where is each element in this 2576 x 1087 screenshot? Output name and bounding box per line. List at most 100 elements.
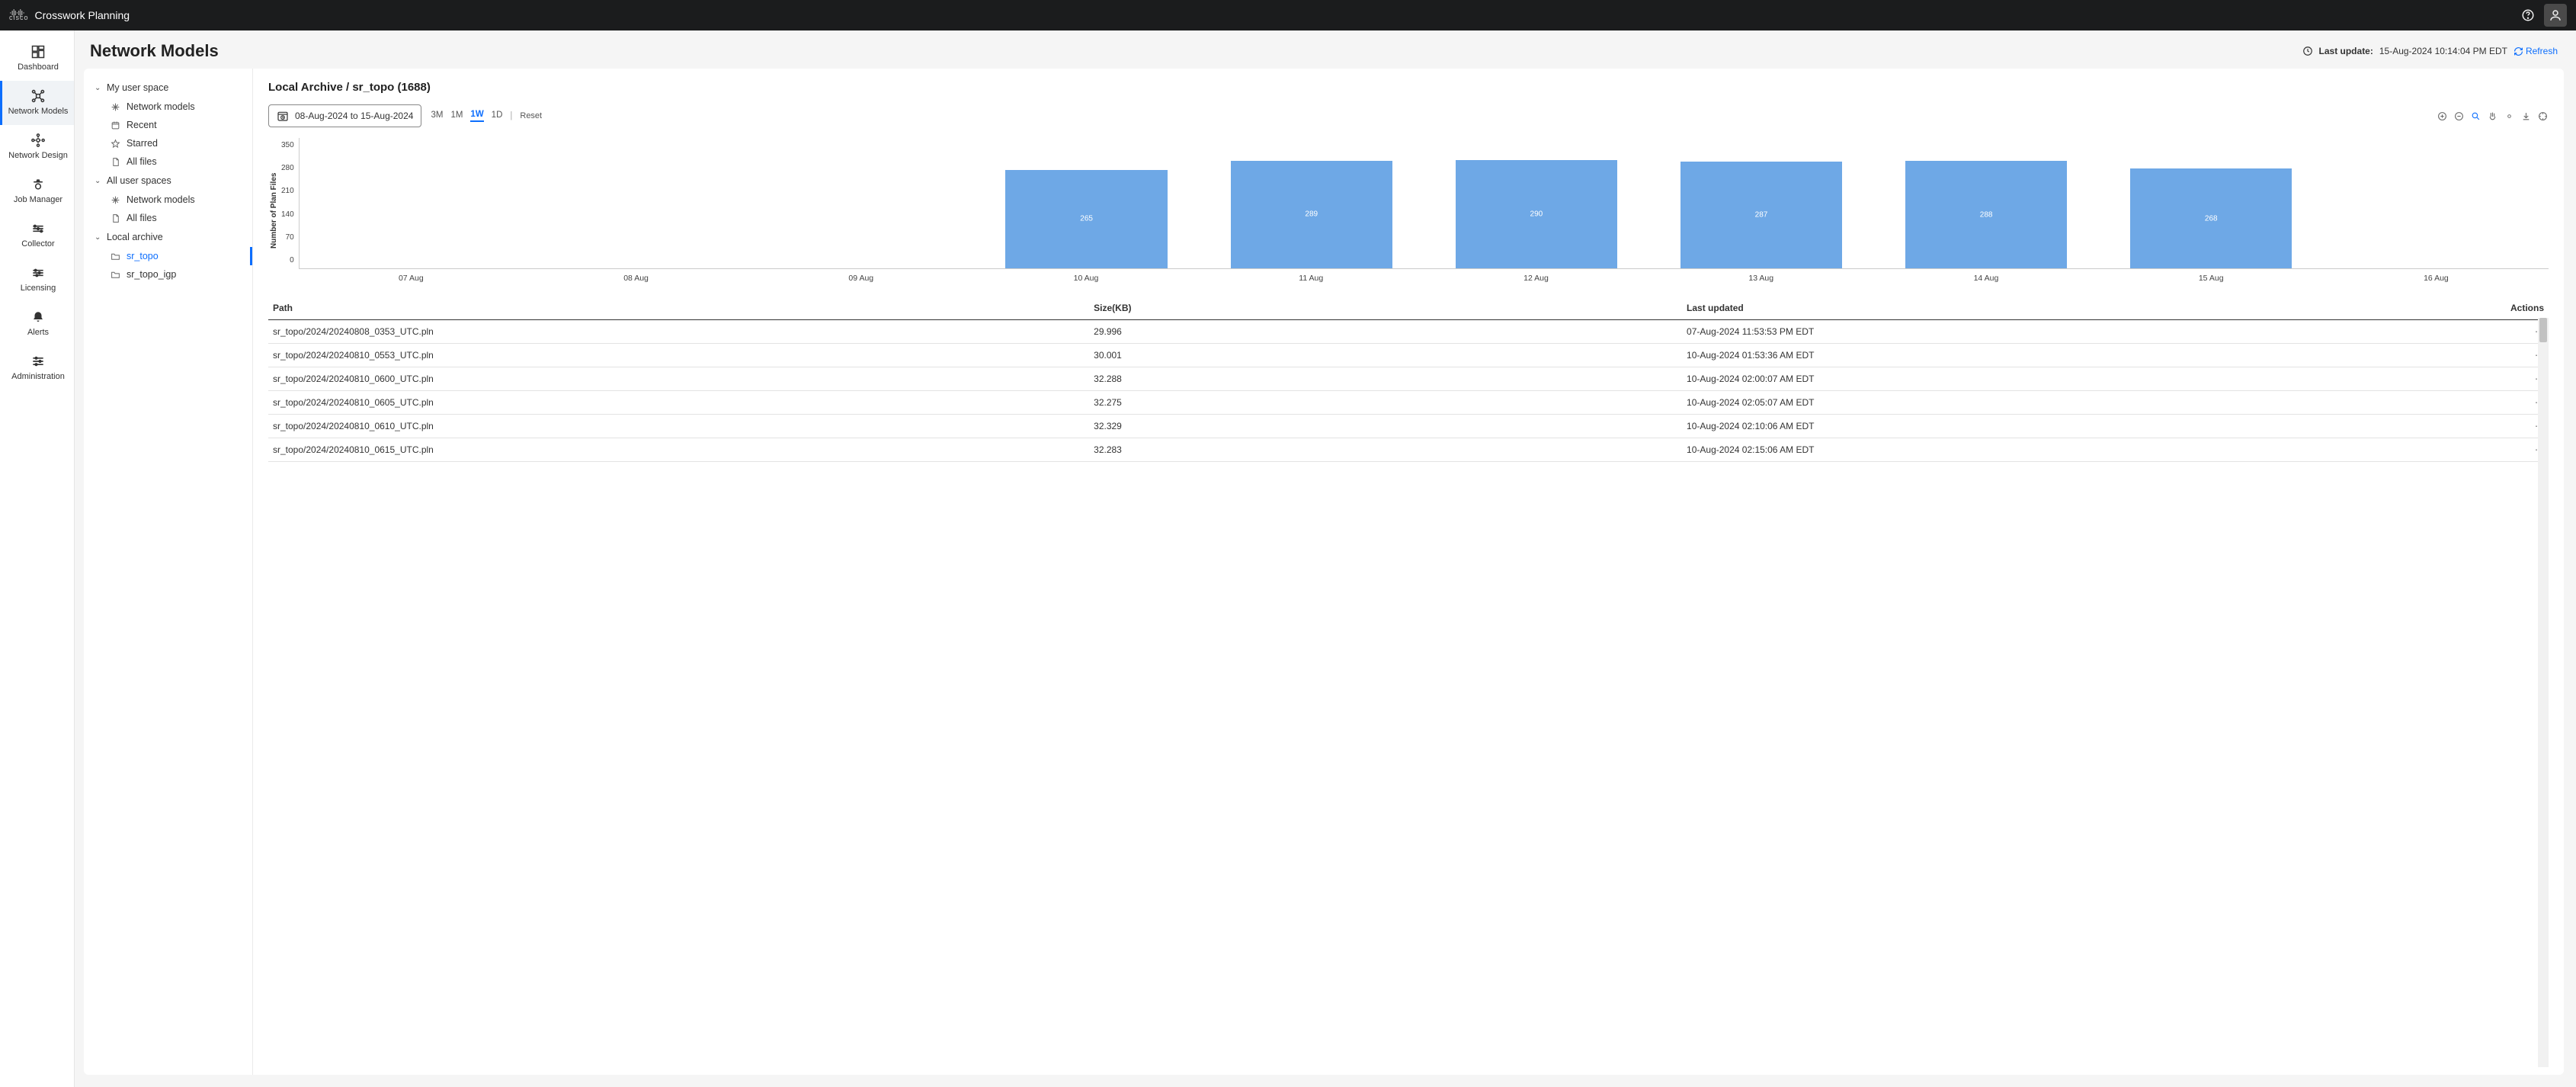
- row-actions-button[interactable]: ⋯: [2366, 367, 2549, 391]
- rail-item-network-models[interactable]: Network Models: [0, 81, 74, 125]
- top-header: ·ı|ı·ı|ı· cisco Crosswork Planning: [0, 0, 2576, 30]
- cell-path: sr_topo/2024/20240810_0600_UTC.pln: [268, 367, 1089, 391]
- tree-item[interactable]: Recent: [88, 116, 248, 134]
- last-update-value: 15-Aug-2024 10:14:04 PM EDT: [2379, 46, 2507, 56]
- row-actions-button[interactable]: ⋯: [2366, 438, 2549, 462]
- help-icon[interactable]: [2517, 4, 2539, 27]
- cell-size: 32.275: [1089, 391, 1682, 415]
- y-tick: 210: [281, 187, 294, 195]
- tree-item-label: Starred: [127, 138, 158, 149]
- col-size[interactable]: Size(KB): [1089, 297, 1682, 320]
- menu-icon[interactable]: [2536, 110, 2549, 122]
- rail-item-alerts[interactable]: Alerts: [0, 302, 74, 346]
- y-axis-ticks: 350280210140700: [280, 138, 299, 283]
- col-updated[interactable]: Last updated: [1682, 297, 2366, 320]
- table-row[interactable]: sr_topo/2024/20240810_0553_UTC.pln30.001…: [268, 344, 2549, 367]
- header-right: [2517, 4, 2567, 27]
- tree-item[interactable]: Network models: [88, 191, 248, 209]
- folder-icon: [110, 251, 120, 261]
- chart-bar[interactable]: 265: [1005, 170, 1167, 268]
- table-scrollbar[interactable]: [2538, 318, 2549, 1067]
- tree-group-header[interactable]: ⌄ My user space: [88, 78, 248, 98]
- tree-item-label: Recent: [127, 120, 157, 130]
- col-path[interactable]: Path: [268, 297, 1089, 320]
- range-tab-1D[interactable]: 1D: [492, 111, 503, 121]
- x-tick: 07 Aug: [299, 274, 524, 283]
- dashboard-icon: [30, 44, 46, 59]
- page-title: Network Models: [90, 41, 219, 61]
- rail-item-label: Administration: [11, 372, 65, 381]
- tree-item[interactable]: Starred: [88, 134, 248, 152]
- reset-zoom-icon[interactable]: [2503, 110, 2515, 122]
- table-row[interactable]: sr_topo/2024/20240810_0615_UTC.pln32.283…: [268, 438, 2549, 462]
- licensing-icon: [30, 265, 46, 281]
- zoom-in-icon[interactable]: [2436, 110, 2448, 122]
- table-row[interactable]: sr_topo/2024/20240808_0353_UTC.pln29.996…: [268, 320, 2549, 344]
- table-row[interactable]: sr_topo/2024/20240810_0610_UTC.pln32.329…: [268, 415, 2549, 438]
- x-tick: 13 Aug: [1648, 274, 1873, 283]
- range-tab-1M[interactable]: 1M: [450, 111, 463, 121]
- range-tab-3M[interactable]: 3M: [431, 111, 443, 121]
- clock-icon: [2302, 46, 2313, 56]
- range-tab-1W[interactable]: 1W: [470, 110, 483, 122]
- breadcrumb: Local Archive / sr_topo (1688): [268, 81, 2549, 94]
- cell-size: 32.288: [1089, 367, 1682, 391]
- chart-bar[interactable]: 287: [1680, 162, 1842, 268]
- row-actions-button[interactable]: ⋯: [2366, 391, 2549, 415]
- rail-item-administration[interactable]: Administration: [0, 346, 74, 390]
- rail-item-dashboard[interactable]: Dashboard: [0, 37, 74, 81]
- tree-item[interactable]: sr_topo: [88, 247, 248, 265]
- date-range-button[interactable]: 08-Aug-2024 to 15-Aug-2024: [268, 104, 421, 127]
- rail-item-label: Dashboard: [18, 63, 59, 72]
- calendar-clock-icon: [277, 110, 289, 122]
- tree-group-label: My user space: [107, 82, 168, 93]
- download-icon[interactable]: [2520, 110, 2532, 122]
- rail-item-collector[interactable]: Collector: [0, 213, 74, 258]
- tree-item[interactable]: Network models: [88, 98, 248, 116]
- refresh-button[interactable]: Refresh: [2514, 46, 2558, 56]
- chart-bar[interactable]: 290: [1456, 160, 1617, 268]
- bar-value-label: 265: [1080, 215, 1093, 223]
- chart-bar[interactable]: 289: [1231, 161, 1392, 268]
- chart-tools: [2436, 110, 2549, 122]
- tree-item[interactable]: All files: [88, 152, 248, 171]
- plan-files-chart: Number of Plan Files 350280210140700 265…: [268, 138, 2549, 283]
- x-tick: 09 Aug: [748, 274, 973, 283]
- row-actions-button[interactable]: ⋯: [2366, 344, 2549, 367]
- rail-item-network-design[interactable]: Network Design: [0, 125, 74, 169]
- cisco-logo: ·ı|ı·ı|ı· cisco: [9, 11, 29, 20]
- chart-bar[interactable]: 268: [2130, 168, 2292, 268]
- rail-item-job-manager[interactable]: Job Manager: [0, 169, 74, 213]
- row-actions-button[interactable]: ⋯: [2366, 415, 2549, 438]
- tree-item[interactable]: sr_topo_igp: [88, 265, 248, 284]
- rail-item-label: Network Design: [8, 151, 68, 160]
- y-tick: 140: [281, 210, 294, 219]
- bar-cell: [300, 138, 524, 268]
- tree-group-header[interactable]: ⌄Local archive: [88, 227, 248, 247]
- table-row[interactable]: sr_topo/2024/20240810_0605_UTC.pln32.275…: [268, 391, 2549, 415]
- zoom-out-icon[interactable]: [2453, 110, 2465, 122]
- bar-cell: 289: [1199, 138, 1424, 268]
- chart-bar[interactable]: 288: [1905, 161, 2067, 268]
- x-tick: 15 Aug: [2099, 274, 2324, 283]
- files-table: Path Size(KB) Last updated Actions sr_to…: [268, 297, 2549, 462]
- y-tick: 0: [290, 256, 294, 265]
- files-table-wrap: Path Size(KB) Last updated Actions sr_to…: [268, 297, 2549, 1067]
- tree-item[interactable]: All files: [88, 209, 248, 227]
- tree-group-header[interactable]: ⌄All user spaces: [88, 171, 248, 191]
- chevron-down-icon: ⌄: [95, 84, 102, 92]
- reset-range-button[interactable]: Reset: [520, 111, 542, 120]
- x-axis: 07 Aug08 Aug09 Aug10 Aug11 Aug12 Aug13 A…: [299, 269, 2549, 283]
- zoom-select-icon[interactable]: [2469, 110, 2481, 122]
- tree-item-label: All files: [127, 156, 157, 167]
- cell-path: sr_topo/2024/20240810_0610_UTC.pln: [268, 415, 1089, 438]
- user-avatar-icon[interactable]: [2544, 4, 2567, 27]
- bar-cell: 265: [974, 138, 1199, 268]
- network-design-icon: [30, 133, 46, 148]
- pan-icon[interactable]: [2486, 110, 2498, 122]
- rail-item-licensing[interactable]: Licensing: [0, 258, 74, 302]
- table-row[interactable]: sr_topo/2024/20240810_0600_UTC.pln32.288…: [268, 367, 2549, 391]
- row-actions-button[interactable]: ⋯: [2366, 320, 2549, 344]
- network-models-icon: [30, 88, 46, 104]
- detail-panel: Local Archive / sr_topo (1688) 08-Aug-20…: [253, 69, 2564, 1075]
